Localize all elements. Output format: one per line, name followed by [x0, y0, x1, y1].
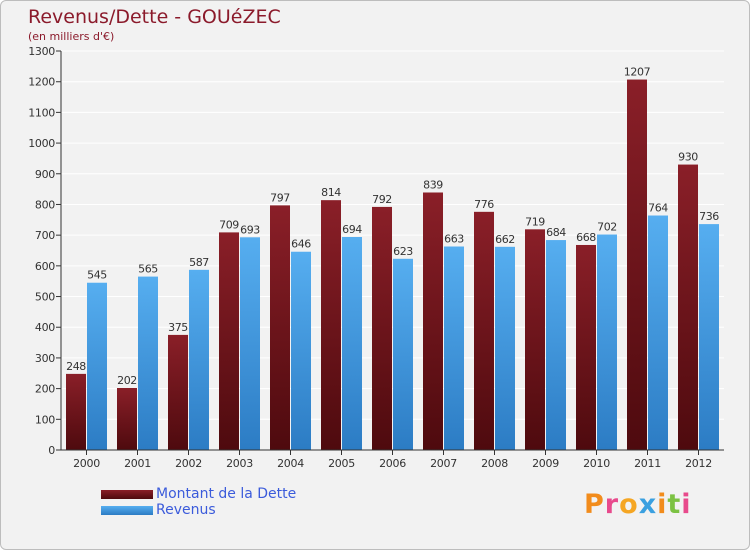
x-tick-label: 2009: [532, 457, 559, 470]
y-tick-label: 200: [35, 383, 55, 396]
logo-letter: i: [681, 489, 692, 520]
revenus-bar: [546, 240, 566, 450]
dette-value-label: 709: [219, 218, 239, 231]
dette-value-label: 668: [576, 231, 596, 244]
y-tick-label: 300: [35, 352, 55, 365]
dette-bar: [168, 334, 188, 450]
revenus-bar: [87, 282, 107, 450]
y-tick-label: 900: [35, 168, 55, 181]
dette-value-label: 248: [66, 360, 86, 373]
x-tick-label: 2007: [430, 457, 457, 470]
y-tick-label: 1200: [28, 76, 55, 89]
revenus-bar: [240, 237, 260, 450]
revenus-bar: [444, 246, 464, 450]
revenus-value-label: 623: [393, 245, 413, 258]
y-tick-label: 0: [48, 444, 55, 457]
x-tick-label: 2012: [685, 457, 712, 470]
x-tick-label: 2001: [124, 457, 151, 470]
dette-bar: [627, 79, 647, 450]
dette-value-label: 375: [168, 321, 188, 334]
x-tick-label: 2010: [583, 457, 610, 470]
dette-value-label: 202: [117, 374, 137, 387]
y-tick-label: 1000: [28, 137, 55, 150]
revenus-bar: [342, 236, 362, 450]
logo-letter: x: [638, 489, 658, 520]
dette-value-label: 719: [525, 215, 545, 228]
revenus-value-label: 663: [444, 233, 464, 246]
dette-bar: [321, 200, 341, 450]
revenus-value-label: 587: [189, 256, 209, 269]
y-tick-label: 800: [35, 198, 55, 211]
revenus-value-label: 694: [342, 223, 362, 236]
y-tick-label: 400: [35, 321, 55, 334]
revenus-bar: [699, 224, 719, 450]
x-tick-label: 2008: [481, 457, 508, 470]
revenus-bar: [393, 258, 413, 450]
revenus-bar: [189, 269, 209, 450]
dette-value-label: 792: [372, 193, 392, 206]
revenus-value-label: 545: [87, 269, 107, 282]
revenus-value-label: 662: [495, 233, 515, 246]
legend-swatch-dette: [101, 490, 153, 499]
chart-title: Revenus/Dette - GOUéZEC: [28, 6, 281, 28]
revenus-bar: [495, 246, 515, 450]
revenus-value-label: 693: [240, 223, 260, 236]
revenus-bar: [648, 215, 668, 450]
dette-bar: [423, 192, 443, 451]
dette-bar: [474, 211, 494, 450]
y-tick-label: 1100: [28, 106, 55, 119]
revenus-value-label: 764: [648, 202, 668, 215]
dette-value-label: 776: [474, 198, 494, 211]
dette-bar: [576, 244, 596, 450]
dette-value-label: 797: [270, 191, 290, 204]
revenus-value-label: 565: [138, 263, 158, 276]
x-tick-label: 2004: [277, 457, 304, 470]
logo-letter: o: [619, 489, 639, 520]
x-tick-label: 2000: [73, 457, 100, 470]
dette-value-label: 1207: [624, 66, 651, 79]
y-tick-label: 600: [35, 260, 55, 273]
dette-value-label: 814: [321, 186, 341, 199]
legend-label-revenus: Revenus: [156, 502, 216, 518]
revenus-value-label: 646: [291, 238, 311, 251]
x-tick-label: 2006: [379, 457, 406, 470]
y-tick-label: 700: [35, 229, 55, 242]
revenus-bar: [138, 276, 158, 450]
dette-bar: [270, 205, 290, 450]
proxiti-logo: Proxiti: [584, 489, 692, 520]
y-tick-label: 100: [35, 413, 55, 426]
x-tick-label: 2011: [634, 457, 661, 470]
dette-bar: [372, 206, 392, 450]
revenus-bar: [291, 251, 311, 450]
logo-letter: P: [584, 489, 605, 520]
dette-bar: [219, 232, 239, 450]
dette-bar: [525, 229, 545, 450]
y-tick-label: 1300: [28, 45, 55, 58]
y-tick-label: 500: [35, 291, 55, 304]
dette-value-label: 839: [423, 178, 443, 191]
legend-swatch-revenus: [101, 506, 153, 515]
x-tick-label: 2002: [175, 457, 202, 470]
logo-letter: t: [667, 489, 682, 520]
revenus-value-label: 684: [546, 226, 566, 239]
revenus-bar: [597, 234, 617, 450]
dette-bar: [678, 164, 698, 451]
revenus-value-label: 702: [597, 221, 617, 234]
x-tick-label: 2005: [328, 457, 355, 470]
logo-letter: i: [657, 489, 668, 520]
dette-value-label: 930: [678, 151, 698, 164]
chart-subtitle: (en milliers d'€): [28, 30, 115, 43]
logo-letter: r: [604, 489, 620, 520]
legend-label-dette: Montant de la Dette: [156, 486, 297, 502]
dette-bar: [66, 373, 86, 450]
revenus-value-label: 736: [699, 210, 719, 223]
x-tick-label: 2003: [226, 457, 253, 470]
dette-bar: [117, 388, 137, 450]
